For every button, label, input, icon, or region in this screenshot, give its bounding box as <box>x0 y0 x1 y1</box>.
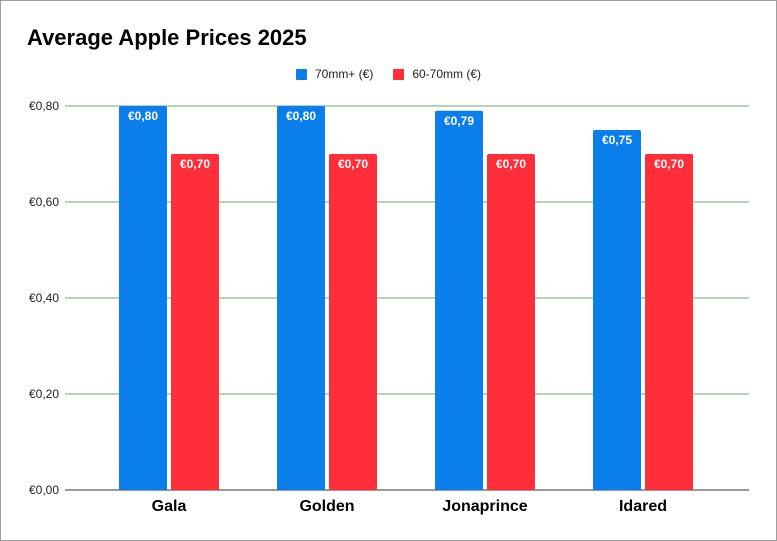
y-tick-label: €0,00 <box>29 483 59 497</box>
y-tick-label: €0,20 <box>29 387 59 401</box>
data-label: €0,75 <box>602 133 632 147</box>
bar-70mm <box>435 110 483 491</box>
x-tick-label: Golden <box>299 498 354 515</box>
bar-60-70mm <box>329 154 377 490</box>
legend-swatch-70mm <box>295 68 307 80</box>
data-label: €0,70 <box>654 157 684 171</box>
data-label: €0,80 <box>286 109 316 123</box>
legend-item-70mm: 70mm+ (€) <box>295 67 374 81</box>
bar-60-70mm <box>645 154 693 490</box>
bar-60-70mm <box>171 154 219 490</box>
bar-70mm <box>119 106 167 490</box>
legend-label-60-70mm: 60-70mm (€) <box>412 67 482 81</box>
data-label: €0,79 <box>444 114 474 128</box>
legend-swatch-60-70mm <box>393 68 405 80</box>
data-label: €0,70 <box>338 157 368 171</box>
legend: 70mm+ (€) 60-70mm (€) <box>1 67 776 81</box>
y-tick-label: €0,40 <box>29 291 59 305</box>
x-tick-label: Gala <box>152 498 187 515</box>
bar-60-70mm <box>487 154 535 490</box>
bar-70mm <box>593 130 641 490</box>
y-tick-label: €0,80 <box>29 99 59 113</box>
x-tick-label: Jonaprince <box>442 498 527 515</box>
legend-label-70mm: 70mm+ (€) <box>314 67 374 81</box>
legend-item-60-70mm: 60-70mm (€) <box>393 67 481 81</box>
bar-70mm <box>277 106 325 490</box>
y-tick-label: €0,60 <box>29 195 59 209</box>
data-label: €0,80 <box>128 109 158 123</box>
data-label: €0,70 <box>496 157 526 171</box>
data-label: €0,70 <box>180 157 210 171</box>
chart-title: Average Apple Prices 2025 <box>27 25 307 50</box>
x-tick-label: Idared <box>619 498 667 515</box>
